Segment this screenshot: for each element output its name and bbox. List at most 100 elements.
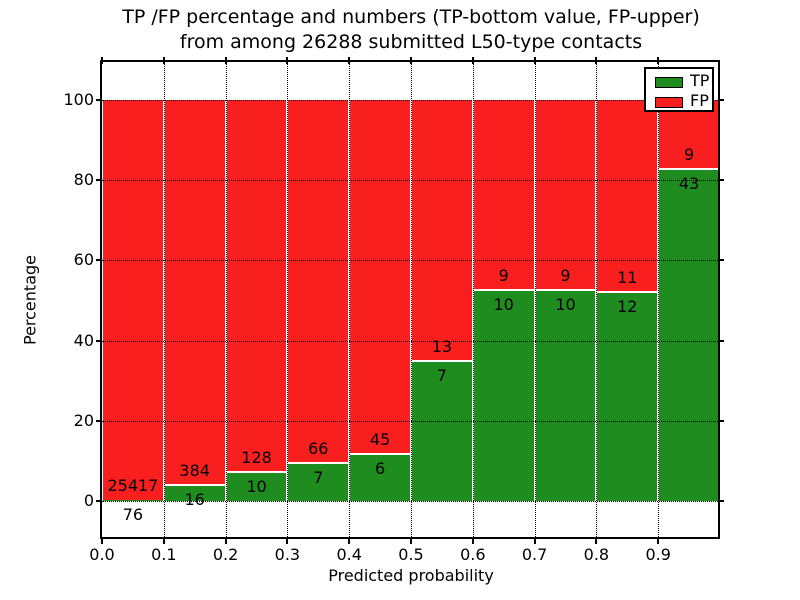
y-tick-label: 40 <box>73 330 94 350</box>
fp-count-label: 13 <box>431 336 453 356</box>
bar-tp-segment <box>412 360 472 501</box>
y-tick-label: 20 <box>73 410 94 430</box>
legend-swatch-fp-icon <box>655 97 683 108</box>
bar-fp-segment <box>412 100 472 361</box>
x-axis-tick-top <box>471 57 474 64</box>
gridline-vertical <box>349 62 351 539</box>
fp-count-label: 384 <box>179 460 210 480</box>
gridline-vertical <box>225 62 227 539</box>
y-axis-tick <box>96 339 102 342</box>
y-axis-tick-right <box>718 419 724 422</box>
chart-title-line1: TP /FP percentage and numbers (TP-bottom… <box>122 6 700 28</box>
bar-fp-segment <box>350 100 410 454</box>
bar-segment-divider <box>226 470 287 473</box>
bar-fp-segment <box>473 100 534 290</box>
x-tick-label: 0.7 <box>521 545 548 564</box>
x-axis-tick <box>286 537 289 544</box>
legend-row-tp: TP <box>646 71 712 91</box>
legend-swatch-tp-icon <box>655 77 683 88</box>
x-tick-label: 0.3 <box>274 545 301 564</box>
fp-count-label: 128 <box>241 447 272 467</box>
x-axis-tick-top <box>348 57 351 64</box>
x-axis-tick <box>162 537 165 544</box>
tp-count-label: 7 <box>436 365 447 385</box>
tp-count-label: 10 <box>246 476 267 496</box>
y-axis-tick-right <box>718 99 724 101</box>
x-tick-label: 0.6 <box>460 545 486 564</box>
legend-row-fp: FP <box>646 91 712 111</box>
bar-fp-segment <box>597 100 658 292</box>
fp-count-label: 66 <box>308 438 329 458</box>
bar-tp-segment <box>350 453 410 501</box>
tp-count-label: 12 <box>617 296 638 316</box>
x-axis-tick <box>595 537 598 544</box>
bar-tp-segment <box>103 499 163 501</box>
bar-segment-divider <box>659 168 719 171</box>
tp-count-label: 16 <box>184 489 205 509</box>
y-axis-tick-right <box>718 179 724 182</box>
bar-segment-divider <box>412 359 472 362</box>
x-axis-tick-top <box>224 57 227 64</box>
bar-segment-divider <box>350 452 410 455</box>
x-tick-label: 0.0 <box>89 545 115 564</box>
bar-fp-segment <box>164 100 225 485</box>
bar-tp-segment <box>597 291 658 501</box>
x-tick-label: 0.9 <box>645 545 671 564</box>
x-axis-tick <box>533 537 536 544</box>
bar-tp-segment <box>164 484 225 501</box>
x-axis-tick <box>657 537 660 544</box>
gridline-vertical <box>596 62 598 539</box>
x-tick-label: 0.4 <box>336 545 362 564</box>
y-axis-tick-right <box>718 259 724 262</box>
y-axis-tick-right <box>718 339 724 342</box>
gridline-vertical <box>534 62 536 539</box>
x-axis-tick-top <box>162 57 165 64</box>
y-axis-tick <box>96 500 102 502</box>
bar-segment-divider <box>473 288 534 291</box>
bar-tp-segment <box>659 169 719 501</box>
x-axis-tick-top <box>657 57 660 64</box>
bar-fp-segment <box>288 100 349 463</box>
x-tick-label: 0.5 <box>398 545 424 564</box>
y-tick-label: 80 <box>73 170 94 190</box>
tp-count-label: 43 <box>678 174 700 194</box>
y-tick-label: 100 <box>63 90 94 109</box>
fp-count-label: 9 <box>684 145 695 165</box>
fp-count-label: 45 <box>369 429 391 449</box>
gridline-vertical <box>411 62 412 539</box>
x-axis-tick <box>101 537 103 544</box>
x-axis-tick <box>471 537 474 544</box>
tp-count-label: 10 <box>555 294 576 314</box>
fp-count-label: 9 <box>498 265 509 285</box>
bar-fp-segment <box>103 100 163 500</box>
tp-count-label: 7 <box>313 467 324 487</box>
x-axis-tick-top <box>286 57 289 64</box>
x-axis-tick-top <box>101 57 103 64</box>
x-axis-tick-top <box>410 57 412 64</box>
bar-tp-segment <box>226 471 287 501</box>
bar-segment-divider <box>164 483 225 486</box>
gridline-vertical <box>287 62 289 539</box>
y-axis-tick <box>96 419 102 422</box>
x-axis-label: Predicted probability <box>328 566 494 585</box>
fp-count-label: 25417 <box>107 475 159 495</box>
plot-area: 25417 76 384 16 128 10 66 7 45 6 13 7 9 10 9 10 11 12 9 43 <box>102 62 720 539</box>
x-axis-tick-top <box>595 57 598 64</box>
fp-count-label: 11 <box>617 267 638 287</box>
bar-segment-divider <box>597 290 658 293</box>
y-axis-tick <box>96 99 102 101</box>
x-tick-label: 0.1 <box>151 545 177 564</box>
x-axis-tick <box>348 537 351 544</box>
bar-fp-segment <box>535 100 596 290</box>
x-axis-tick <box>224 537 227 544</box>
y-axis-tick <box>96 179 102 182</box>
bar-tp-segment <box>473 289 534 501</box>
x-axis-tick-top <box>533 57 536 64</box>
bar-segment-divider <box>535 288 596 291</box>
y-tick-label: 60 <box>73 250 94 270</box>
bar-tp-segment <box>288 462 349 501</box>
x-axis-tick <box>410 537 412 544</box>
x-tick-label: 0.8 <box>583 545 610 564</box>
gridline-vertical <box>163 62 165 539</box>
